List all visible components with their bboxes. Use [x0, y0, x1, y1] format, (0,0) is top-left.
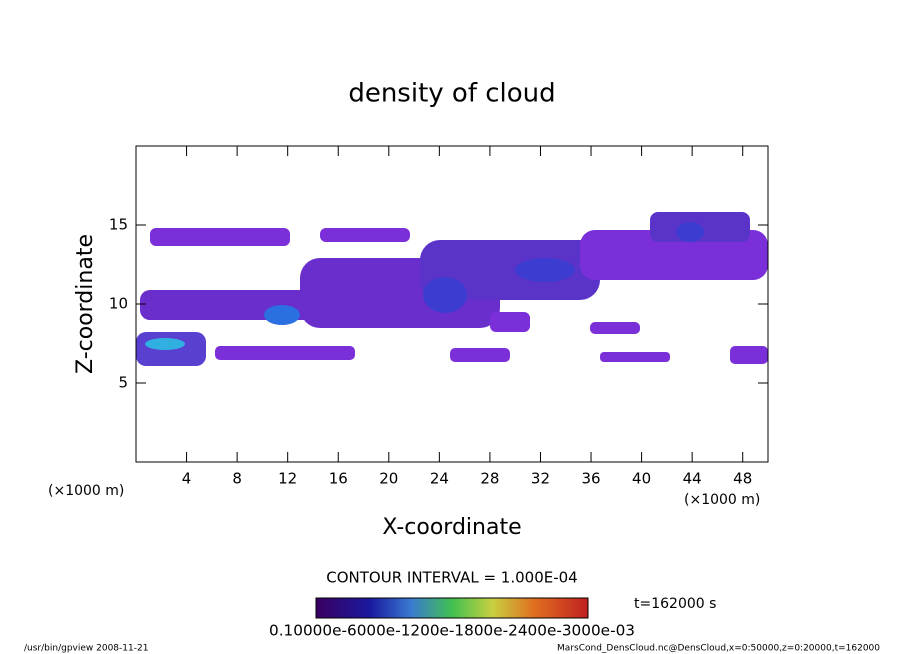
- x-tick-label: 36: [581, 470, 600, 488]
- time-label: t=162000 s: [634, 596, 716, 612]
- x-tick-label: 24: [430, 470, 449, 488]
- contour-interval: CONTOUR INTERVAL = 1.000E-04: [326, 569, 577, 587]
- footer-right: MarsCond_DensCloud.nc@DensCloud,x=0:5000…: [557, 644, 880, 654]
- x-tick-label: 12: [278, 470, 297, 488]
- footer-left: /usr/bin/gpview 2008-11-21: [24, 644, 148, 654]
- y-tick-label: 10: [109, 295, 128, 313]
- x-tick-label: 28: [480, 470, 499, 488]
- cloud-field: [136, 212, 768, 366]
- x-tick-label: 20: [379, 470, 398, 488]
- x-tick-label: 8: [232, 470, 242, 488]
- x-tick-label: 32: [531, 470, 550, 488]
- y-tick-label: 5: [118, 374, 128, 392]
- x-tick-label: 4: [182, 470, 192, 488]
- x-unit-label: (×1000 m): [684, 492, 760, 508]
- x-tick-label: 48: [733, 470, 752, 488]
- y-axis-label: Z-coordinate: [73, 234, 98, 374]
- x-unit-label: (×1000 m): [48, 483, 124, 499]
- x-axis-label: X-coordinate: [382, 515, 521, 540]
- x-tick-label: 40: [632, 470, 651, 488]
- x-tick-label: 16: [329, 470, 348, 488]
- colorbar: [315, 597, 589, 619]
- chart-title: density of cloud: [348, 79, 555, 109]
- colorbar-labels: 0.10000e-6000e-1200e-1800e-2400e-3000e-0…: [269, 622, 635, 640]
- y-tick-label: 15: [109, 216, 128, 234]
- x-tick-label: 44: [683, 470, 702, 488]
